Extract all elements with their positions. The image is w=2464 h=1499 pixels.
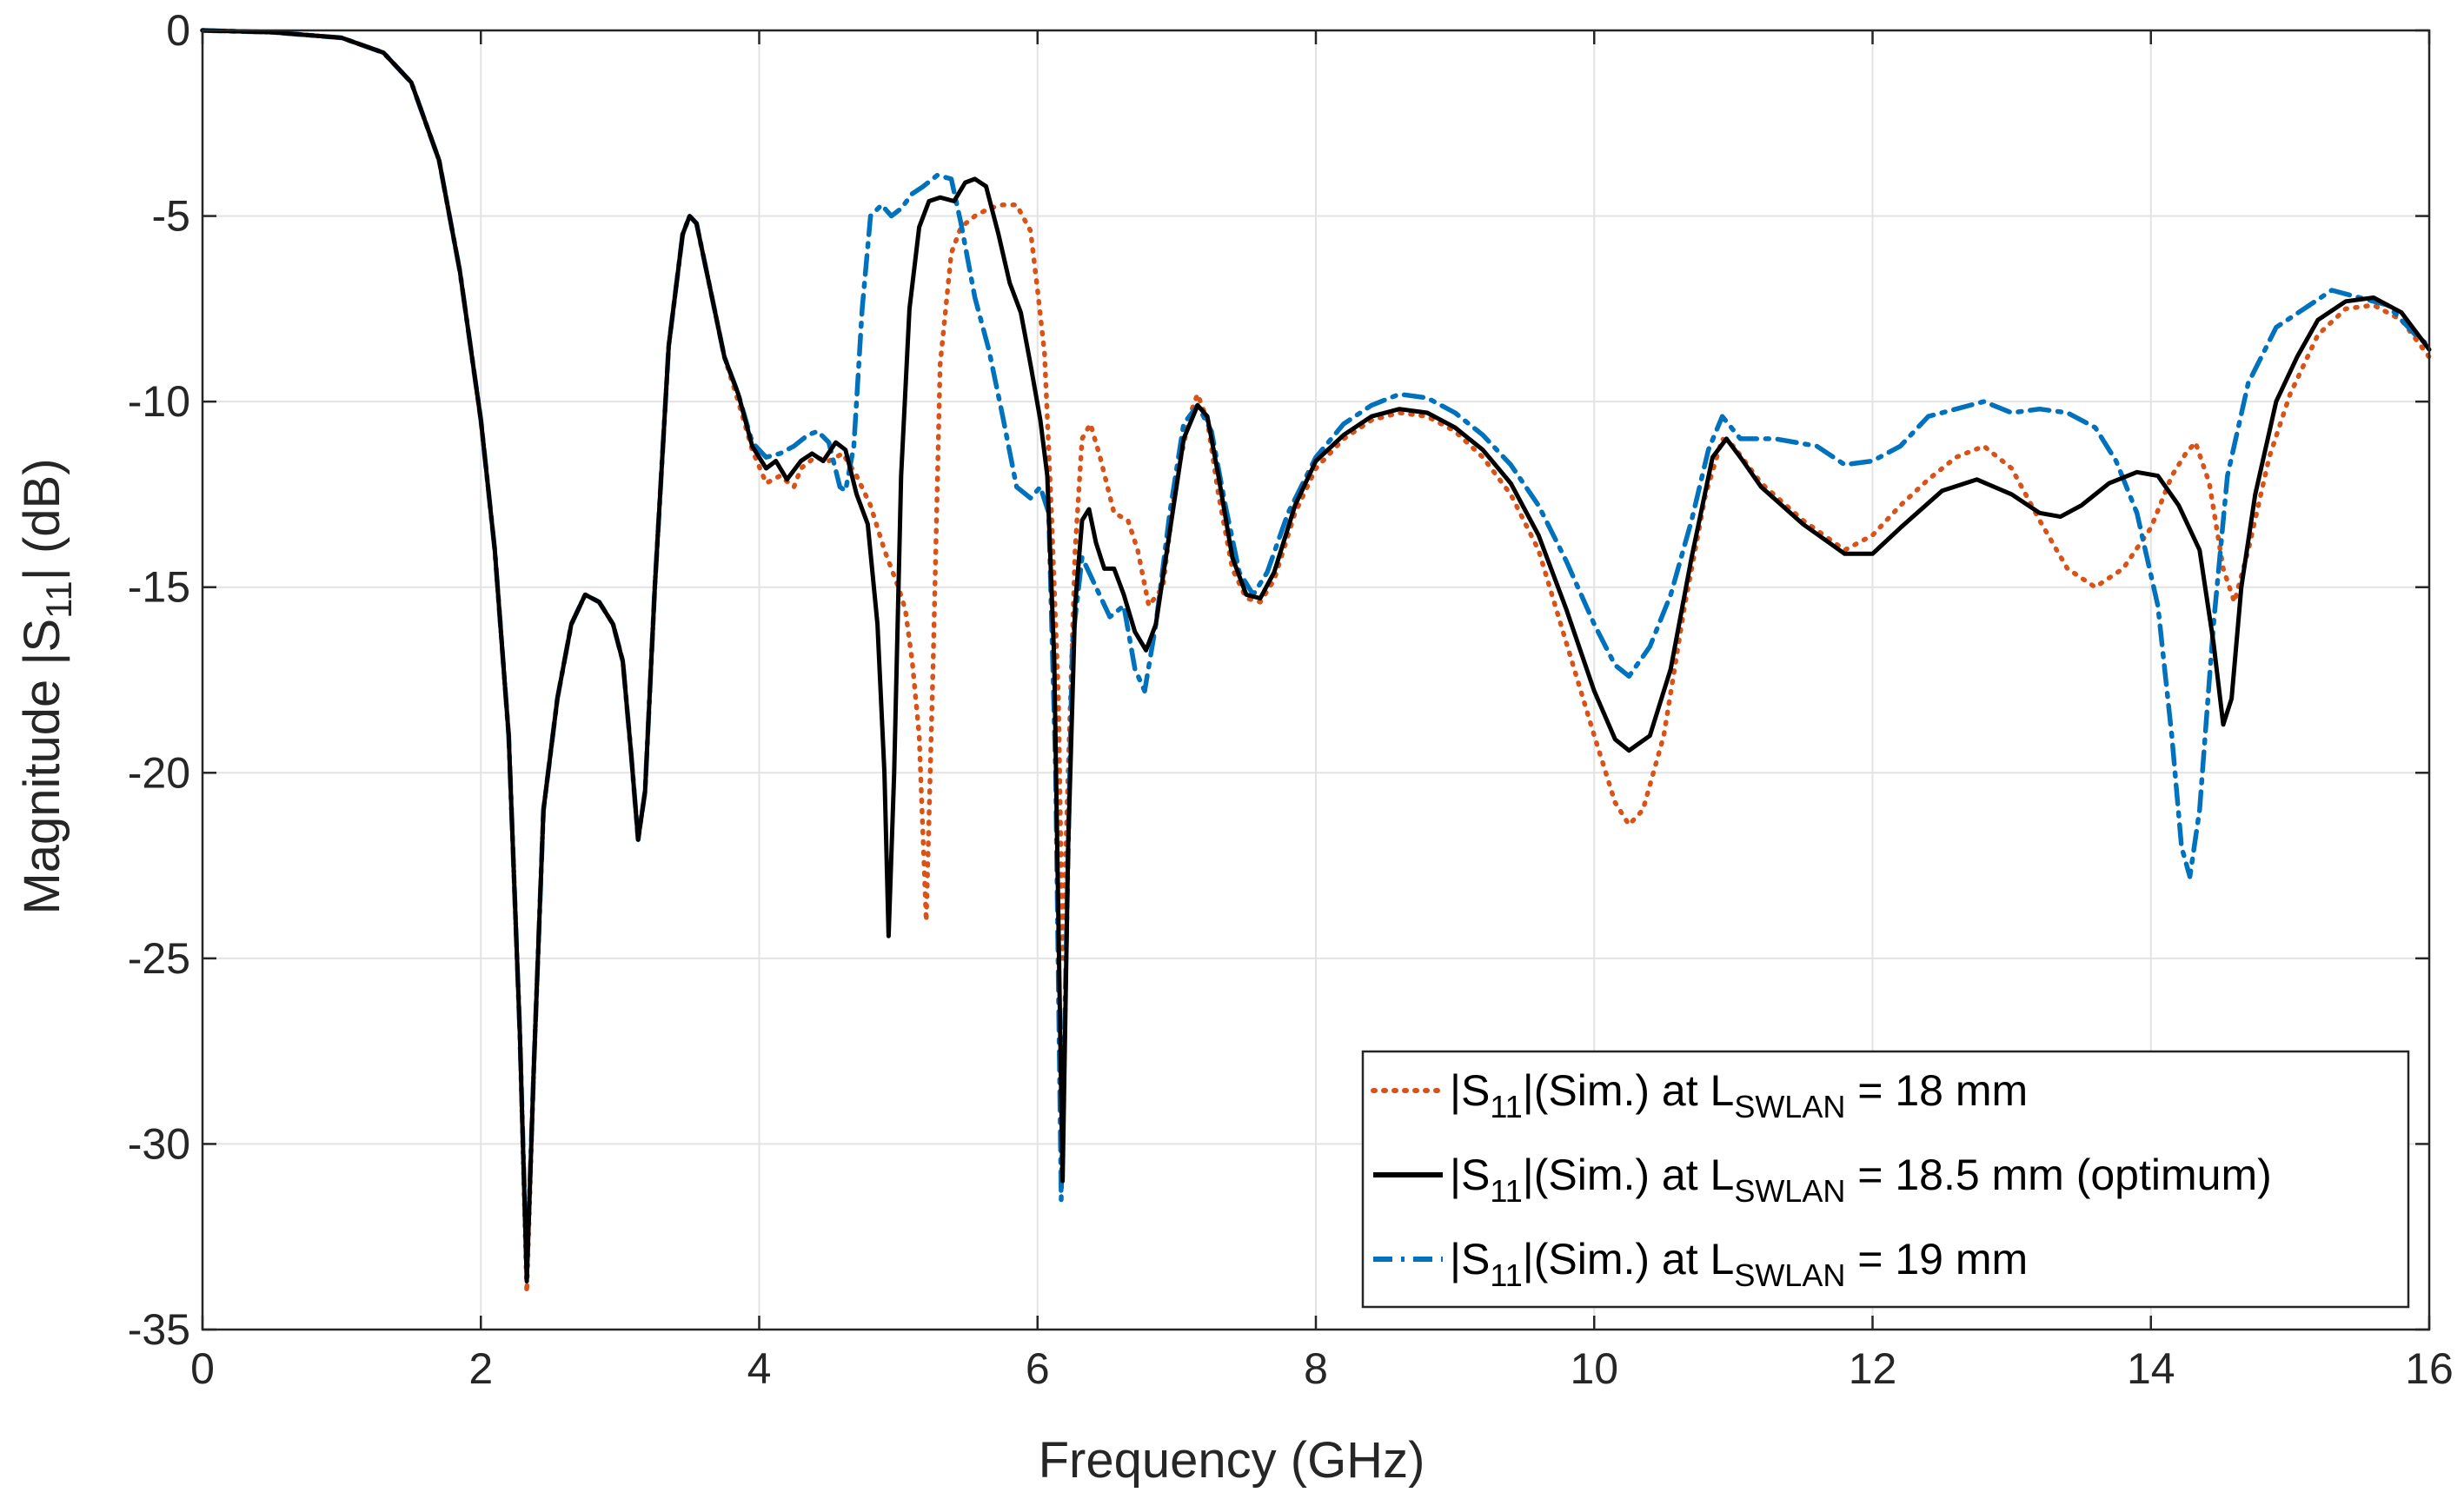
y-axis-title-prefix: Magnitude |S [14, 619, 70, 915]
y-tick-label: -20 [128, 748, 190, 797]
legend-label-18-5mm-pre: |S [1450, 1151, 1490, 1199]
legend-label-18-5mm-sub2: SWLAN [1734, 1173, 1845, 1209]
y-axis-title-sub: 11 [38, 580, 79, 619]
legend-label-19mm-sub1: 11 [1490, 1257, 1522, 1293]
x-tick-label: 6 [1026, 1344, 1050, 1393]
x-tick-label: 2 [468, 1344, 493, 1393]
legend-label-18-5mm-post: = 18.5 mm (optimum) [1845, 1151, 2271, 1199]
legend-label-18mm-sub1: 11 [1490, 1089, 1522, 1124]
x-tick-labels: 0 2 4 6 8 10 12 14 16 [190, 1344, 2454, 1393]
x-tick-label: 4 [747, 1344, 772, 1393]
legend-entry-18-5mm: |S11|(Sim.) at LSWLAN = 18.5 mm (optimum… [1373, 1151, 2272, 1209]
y-tick-label: -10 [128, 377, 190, 426]
legend-label-18mm-mid: |(Sim.) at L [1523, 1066, 1735, 1115]
y-axis-title-suffix: | (dB) [14, 458, 70, 580]
series-lines [200, 28, 2432, 1296]
series-line-dashdot [200, 28, 2432, 1277]
tick-marks [201, 29, 2431, 1331]
legend-box [1361, 1050, 2410, 1309]
legend-entry-18mm: |S11|(Sim.) at LSWLAN = 18 mm [1371, 1066, 2028, 1124]
x-tick-label: 10 [1570, 1344, 1618, 1393]
x-axis-title: Frequency (GHz) [1039, 1432, 1425, 1489]
y-tick-label: -25 [128, 934, 190, 983]
legend-label-18mm-post: = 18 mm [1845, 1066, 2028, 1115]
y-tick-labels: 0 -5 -10 -15 -20 -25 -30 -35 [128, 6, 190, 1354]
x-tick-label: 12 [1849, 1344, 1897, 1393]
legend-label-19mm-post: = 19 mm [1845, 1235, 2028, 1283]
legend-label-19mm: |S11|(Sim.) at LSWLAN = 19 mm [1450, 1235, 2028, 1293]
legend-label-18mm: |S11|(Sim.) at LSWLAN = 18 mm [1450, 1066, 2028, 1124]
y-tick-label: 0 [166, 6, 190, 55]
y-tick-label: -15 [128, 563, 190, 612]
legend-label-19mm-pre: |S [1450, 1235, 1490, 1283]
x-tick-label: 14 [2127, 1344, 2175, 1393]
legend-label-18-5mm-sub1: 11 [1490, 1173, 1522, 1209]
x-tick-label: 16 [2405, 1344, 2454, 1393]
series-line-solid [200, 28, 2432, 1283]
legend: |S11|(Sim.) at LSWLAN = 18 mm |S11|(Sim.… [1361, 1050, 2410, 1309]
x-tick-label: 0 [190, 1344, 215, 1393]
legend-label-19mm-sub2: SWLAN [1734, 1257, 1845, 1293]
y-tick-label: -5 [152, 192, 190, 241]
legend-label-18mm-sub2: SWLAN [1734, 1089, 1845, 1124]
y-tick-label: -35 [128, 1305, 190, 1354]
x-tick-label: 8 [1304, 1344, 1328, 1393]
legend-label-19mm-mid: |(Sim.) at L [1523, 1235, 1735, 1283]
legend-entry-19mm: |S11|(Sim.) at LSWLAN = 19 mm [1373, 1235, 2028, 1293]
legend-label-18-5mm: |S11|(Sim.) at LSWLAN = 18.5 mm (optimum… [1450, 1151, 2272, 1209]
legend-label-18mm-pre: |S [1450, 1066, 1490, 1115]
y-axis-title: Magnitude |S11| (dB) [14, 458, 79, 914]
legend-label-18-5mm-mid: |(Sim.) at L [1523, 1151, 1735, 1199]
y-tick-label: -30 [128, 1119, 190, 1168]
